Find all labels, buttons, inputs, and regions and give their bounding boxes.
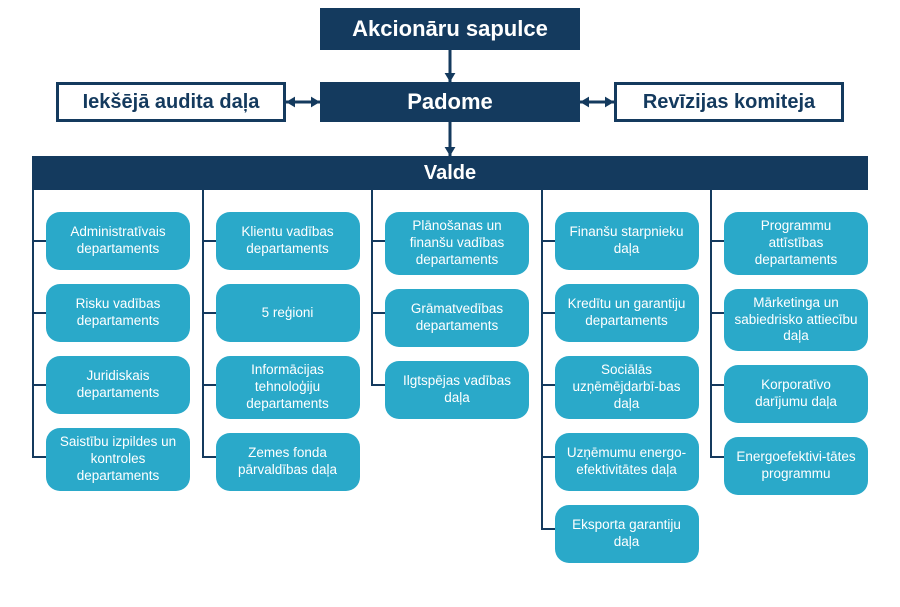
column-branch-line [371, 384, 385, 386]
column-branch-line [32, 384, 46, 386]
department-pill: Informācijas tehnoloģiju departaments [216, 356, 360, 419]
department-pill: Finanšu starpnieku daļa [555, 212, 699, 270]
department-pill: Ilgtspējas vadības daļa [385, 361, 529, 419]
column-branch-line [541, 384, 555, 386]
department-column: Administratīvais departaments Risku vadīb… [32, 190, 190, 577]
revision-committee-box: Revīzijas komiteja [614, 82, 844, 122]
department-column: Finanšu starpnieku daļa Kredītu un garant… [541, 190, 699, 577]
column-branch-line [710, 384, 724, 386]
department-label: Saistību izpildes un kontroles departame… [56, 434, 180, 485]
department-pill: Grāmatvedības departaments [385, 289, 529, 347]
column-branch-line [541, 240, 555, 242]
column-branch-line [710, 456, 724, 458]
column-branch-line [541, 312, 555, 314]
department-pill: Administratīvais departaments [46, 212, 190, 270]
column-branch-line [32, 240, 46, 242]
department-pill: 5 reģioni [216, 284, 360, 342]
column-connector-line [710, 190, 712, 458]
column-branch-line [202, 384, 216, 386]
department-column: Plānošanas un finanšu vadības departamen… [371, 190, 529, 577]
arrow-shareholders-to-council [438, 38, 462, 94]
department-pill: Energoefektivi-tātes programmu [724, 437, 868, 495]
column-branch-line [710, 240, 724, 242]
department-label: Energoefektivi-tātes programmu [734, 449, 858, 483]
department-pill: Zemes fonda pārvaldības daļa [216, 433, 360, 491]
department-label: Plānošanas un finanšu vadības departamen… [395, 218, 519, 269]
department-pill: Juridiskais departaments [46, 356, 190, 414]
department-label: Programmu attīstības departaments [734, 218, 858, 269]
departments-columns: Administratīvais departaments Risku vadīb… [32, 190, 868, 577]
department-label: Grāmatvedības departaments [395, 301, 519, 335]
department-label: Informācijas tehnoloģiju departaments [226, 362, 350, 413]
internal-audit-label: Iekšējā audita daļa [83, 91, 260, 114]
column-branch-line [371, 312, 385, 314]
department-pill: Risku vadības departaments [46, 284, 190, 342]
department-column: Programmu attīstības departaments Mārketi… [710, 190, 868, 577]
department-label: Korporatīvo darījumu daļa [734, 377, 858, 411]
column-connector-line [371, 190, 373, 386]
department-pill: Uzņēmumu energo-efektivitātes daļa [555, 433, 699, 491]
department-label: Ilgtspējas vadības daļa [395, 373, 519, 407]
department-pill: Klientu vadības departaments [216, 212, 360, 270]
department-pill: Korporatīvo darījumu daļa [724, 365, 868, 423]
department-label: Risku vadības departaments [56, 296, 180, 330]
column-branch-line [202, 456, 216, 458]
column-branch-line [541, 456, 555, 458]
department-pill: Eksporta garantiju daļa [555, 505, 699, 563]
department-pill: Sociālās uzņēmējdarbī-bas daļa [555, 356, 699, 419]
column-branch-line [32, 456, 46, 458]
department-pill: Kredītu un garantiju departaments [555, 284, 699, 342]
department-pill: Programmu attīstības departaments [724, 212, 868, 275]
department-label: Administratīvais departaments [56, 224, 180, 258]
internal-audit-box: Iekšējā audita daļa [56, 82, 286, 122]
department-label: Uzņēmumu energo-efektivitātes daļa [565, 445, 689, 479]
department-label: Sociālās uzņēmējdarbī-bas daļa [565, 362, 689, 413]
department-label: Kredītu un garantiju departaments [565, 296, 689, 330]
column-branch-line [541, 528, 555, 530]
department-label: Juridiskais departaments [56, 368, 180, 402]
department-label: Klientu vadības departaments [226, 224, 350, 258]
department-column: Klientu vadības departaments 5 reģioni Inf… [202, 190, 360, 577]
revision-committee-label: Revīzijas komiteja [643, 91, 815, 114]
department-pill: Saistību izpildes un kontroles departame… [46, 428, 190, 491]
column-connector-line [202, 190, 204, 458]
arrow-council-revision [568, 90, 626, 114]
arrow-council-to-board [438, 110, 462, 168]
department-label: Finanšu starpnieku daļa [565, 224, 689, 258]
column-connector-line [32, 190, 34, 458]
arrow-audit-council [274, 90, 332, 114]
department-pill: Mārketinga un sabiedrisko attiecību daļa [724, 289, 868, 352]
department-label: 5 reģioni [262, 305, 314, 322]
column-branch-line [202, 312, 216, 314]
column-branch-line [371, 240, 385, 242]
department-label: Mārketinga un sabiedrisko attiecību daļa [734, 295, 858, 346]
department-pill: Plānošanas un finanšu vadības departamen… [385, 212, 529, 275]
column-branch-line [202, 240, 216, 242]
department-label: Zemes fonda pārvaldības daļa [226, 445, 350, 479]
column-branch-line [710, 312, 724, 314]
column-branch-line [32, 312, 46, 314]
department-label: Eksporta garantiju daļa [565, 517, 689, 551]
